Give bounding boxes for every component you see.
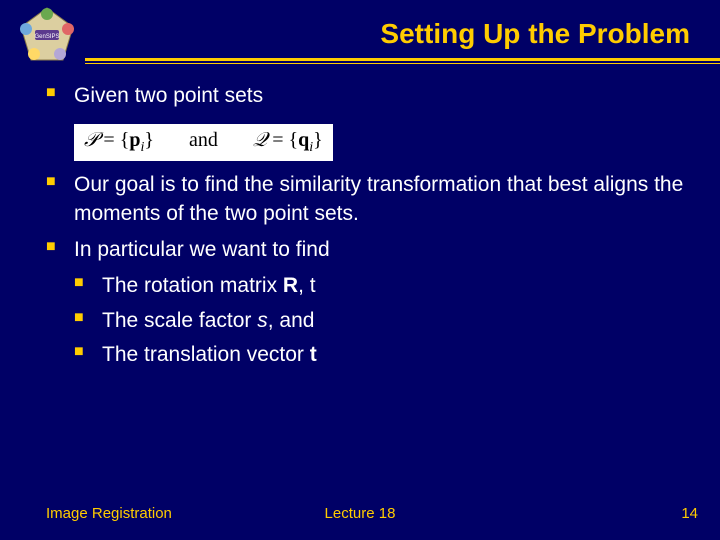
- text: The rotation matrix: [102, 274, 283, 297]
- text: , t: [298, 274, 316, 297]
- bullet-3a: The rotation matrix R, t: [46, 272, 690, 300]
- title-rule-thin: [85, 63, 720, 64]
- bullet-3b: The scale factor s, and: [46, 307, 690, 335]
- text: The scale factor: [102, 309, 257, 332]
- math-equation: 𝒫 = {pi} and 𝒬 = {qi}: [74, 124, 333, 161]
- footer-page-number: 14: [681, 505, 698, 522]
- var-t: t: [310, 343, 317, 366]
- bullet-3c: The translation vector t: [46, 341, 690, 369]
- bullet-1: Given two point sets: [46, 82, 690, 110]
- bullet-3: In particular we want to find: [46, 236, 690, 264]
- footer-center: Lecture 18: [0, 505, 720, 522]
- title-rule-thick: [85, 58, 720, 61]
- logo-badge: GenSIPS: [18, 6, 76, 64]
- slide-title: Setting Up the Problem: [380, 18, 690, 50]
- var-s: s: [257, 309, 268, 332]
- slide: GenSIPS Setting Up the Problem Given two…: [0, 0, 720, 540]
- text: The translation vector: [102, 343, 310, 366]
- content-area: Given two point sets 𝒫 = {pi} and 𝒬 = {q…: [46, 82, 690, 375]
- bullet-2: Our goal is to find the similarity trans…: [46, 171, 690, 228]
- var-R: R: [283, 274, 298, 297]
- svg-text:GenSIPS: GenSIPS: [34, 34, 59, 40]
- text: , and: [268, 309, 315, 332]
